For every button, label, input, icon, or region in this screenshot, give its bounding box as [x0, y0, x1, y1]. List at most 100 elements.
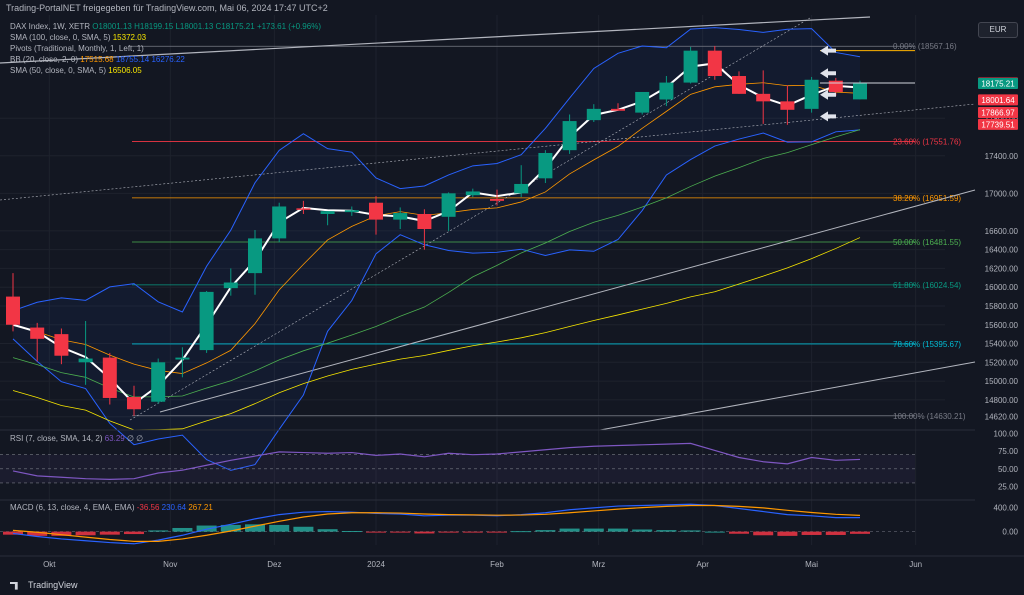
symbol-name: DAX Index, 1W, XETR [10, 22, 91, 31]
macd-histogram-bar [777, 531, 798, 536]
macd-histogram-bar [75, 531, 96, 536]
candle-body [393, 213, 408, 220]
macd-histogram-bar [559, 528, 580, 532]
macd-histogram-bar [220, 524, 241, 532]
macd-histogram-bar [801, 531, 822, 535]
macd-histogram-bar [462, 531, 483, 533]
candle-body [102, 357, 117, 398]
pointer-arrow [820, 89, 836, 100]
price-tag-label: 17739.51 [981, 120, 1015, 129]
macd-histogram-bar [172, 527, 193, 532]
fib-label: 78.60% (15395.67) [893, 340, 961, 349]
candle-body [780, 101, 795, 110]
currency-selector[interactable]: EUR [978, 22, 1018, 38]
macd-histogram-bar [99, 531, 120, 535]
rsi-pane: 25.00 50.00 75.00 100.00 [0, 429, 1019, 491]
rsi-value: 63.29 [104, 434, 125, 443]
macd-histogram-bar [608, 528, 628, 532]
rsi-tick-label: 75.00 [998, 447, 1019, 456]
macd-histogram-bar [390, 531, 411, 533]
candle-body [804, 79, 819, 109]
bollinger-band-fill [13, 27, 860, 471]
fib-label: 23.60% (17551.76) [893, 138, 961, 147]
macd-histogram-bar [704, 531, 725, 533]
candle-body [272, 206, 287, 239]
candle-body [127, 397, 141, 410]
price-tag-label: 18001.64 [981, 96, 1015, 105]
pivots-legend[interactable]: Pivots (Traditional, Monthly, 1, Left, 1… [10, 44, 144, 53]
rsi-tick-label: 100.00 [994, 430, 1019, 439]
macd-histogram-bar [729, 531, 749, 534]
bb-upper-line [12, 27, 861, 313]
candle-body [611, 108, 625, 111]
price-tag-bg [978, 94, 1018, 106]
candle-body [175, 357, 190, 360]
candlestick-series [6, 45, 867, 416]
candle-body [78, 358, 93, 363]
price-tick-label: 17800.00 [985, 114, 1019, 123]
macd-histogram-bar [535, 530, 556, 532]
candle-body [465, 191, 480, 196]
price-tick-label: 15400.00 [985, 340, 1019, 349]
time-tick-label: Mai [805, 560, 818, 569]
macd-legend[interactable]: MACD (6, 13, close, 4, EMA, EMA) -36.56 … [10, 503, 213, 512]
time-tick-label: Apr [696, 560, 709, 569]
rsi-label: RSI (7, close, SMA, 14, 2) [10, 434, 103, 443]
bb-lower-line [12, 129, 861, 471]
tradingview-logo-icon [10, 581, 18, 590]
rsi-legend[interactable]: RSI (7, close, SMA, 14, 2) 63.29 ∅ ∅ [10, 434, 143, 443]
price-tick-label: 17400.00 [985, 152, 1019, 161]
candle-body [683, 50, 698, 83]
bb-legend[interactable]: BB (20, close, 2, 0) 17515.68 18755.14 1… [10, 55, 185, 64]
sma50-legend[interactable]: SMA (50, close, 0, SMA, 5) 16506.05 [10, 66, 142, 75]
candle-body [248, 238, 262, 274]
trend-line [599, 361, 976, 431]
macd-histogram-bar [341, 531, 362, 533]
candle-body [30, 327, 45, 339]
rsi-line [12, 442, 861, 480]
macd-histogram-bar [511, 531, 532, 533]
macd-line-value: 230.64 [161, 503, 187, 512]
pointer-arrow [820, 45, 836, 56]
price-tag-label: 18175.21 [981, 80, 1015, 89]
price-tick-label: 16400.00 [985, 246, 1019, 255]
macd-histogram-bar [680, 530, 701, 532]
candle-body [6, 296, 20, 325]
macd-histogram-bar [3, 531, 23, 535]
macd-histogram-bar [753, 531, 774, 536]
sma100-legend[interactable]: SMA (100, close, 0, SMA, 5) 15372.03 [10, 33, 146, 42]
candle-body [441, 193, 456, 217]
macd-signal-value: 267.21 [188, 503, 213, 512]
close-value: C18175.21 [215, 22, 255, 31]
macd-histogram-bar [583, 528, 604, 532]
symbol-legend[interactable]: DAX Index, 1W, XETR O18001.13 H18199.15 … [10, 22, 321, 31]
price-tick-label: 16200.00 [985, 264, 1019, 273]
chart-title: Trading-PortalNET freigegeben für Tradin… [6, 3, 328, 13]
macd-histogram-bar [245, 524, 265, 532]
sma100-label: SMA (100, close, 0, SMA, 5) [10, 33, 111, 42]
price-tag-bg [978, 78, 1018, 90]
pivots-label: Pivots (Traditional, Monthly, 1, Left, 1… [10, 44, 144, 53]
price-tick-label: 15800.00 [985, 302, 1019, 311]
sma50-label: SMA (50, close, 0, SMA, 5) [10, 66, 107, 75]
bb-upper-value: 18755.14 [115, 55, 150, 64]
low-value: L18001.13 [175, 22, 214, 31]
price-tag-bg [978, 106, 1018, 118]
price-tick-label: 15200.00 [985, 358, 1019, 367]
candle-body [853, 83, 867, 100]
bb-band-area [13, 27, 860, 471]
price-tick-label: 16600.00 [985, 227, 1019, 236]
change-value: +173.61 (+0.96%) [256, 22, 321, 31]
fib-label: 61.80% (16024.54) [893, 281, 961, 290]
price-tag-bg [978, 118, 1018, 130]
fib-label: 50.00% (16481.55) [893, 238, 961, 247]
macd-histogram-bar [850, 531, 870, 534]
macd-label: MACD (6, 13, close, 4, EMA, EMA) [10, 503, 135, 512]
candle-body [320, 211, 335, 214]
trend-line [0, 103, 976, 201]
macd-histogram-bar [825, 531, 846, 535]
tradingview-logo[interactable]: TradingView [10, 580, 78, 590]
time-tick-label: Okt [43, 560, 56, 569]
candle-body [199, 291, 214, 351]
